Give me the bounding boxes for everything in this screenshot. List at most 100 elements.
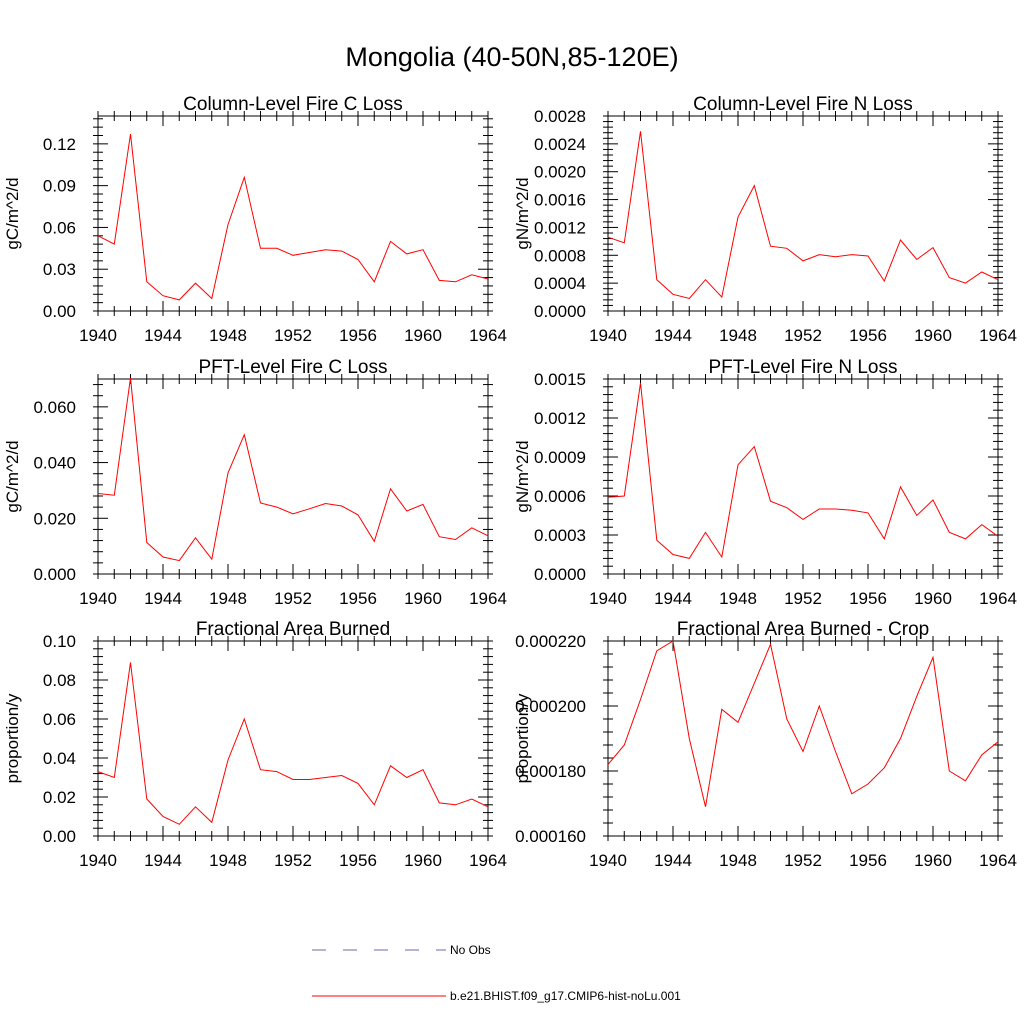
x-tick-label: 1944	[144, 326, 182, 345]
x-tick-label: 1948	[209, 589, 247, 608]
x-tick-label: 1964	[469, 326, 507, 345]
x-tick-label: 1944	[654, 589, 692, 608]
x-tick-label: 1948	[209, 851, 247, 870]
x-tick-label: 1956	[849, 851, 887, 870]
chart-panel: Column-Level Fire C Loss 1940 1944 1948 1952…	[3, 94, 507, 345]
chart-title: PFT-Level Fire N Loss	[709, 357, 898, 378]
y-tick-label: 0.000220	[515, 632, 586, 651]
x-tick-label: 1960	[914, 589, 952, 608]
y-tick-label: 0.00	[43, 302, 76, 321]
x-tick-label: 1960	[914, 851, 952, 870]
x-tick-label: 1944	[654, 326, 692, 345]
x-tick-label: 1956	[339, 326, 377, 345]
y-tick-label: 0.09	[43, 177, 76, 196]
y-axis-label: gC/m^2/d	[3, 440, 22, 512]
y-tick-label: 0.020	[33, 509, 76, 528]
y-tick-label: 0.0000	[534, 565, 586, 584]
x-tick-label: 1952	[274, 326, 312, 345]
x-tick-label: 1956	[339, 851, 377, 870]
y-tick-label: 0.000	[33, 565, 76, 584]
y-tick-label: 0.06	[43, 710, 76, 729]
x-tick-label: 1952	[274, 851, 312, 870]
legend-label: b.e21.BHIST.f09_g17.CMIP6-hist-noLu.001	[450, 989, 681, 1003]
chart-panels: Column-Level Fire C Loss 1940 1944 1948 1952…	[3, 94, 1017, 870]
x-tick-label: 1956	[849, 326, 887, 345]
x-tick-label: 1948	[719, 589, 757, 608]
x-tick-label: 1948	[719, 851, 757, 870]
y-tick-label: 0.0016	[534, 191, 586, 210]
x-tick-label: 1960	[404, 851, 442, 870]
y-tick-label: 0.08	[43, 671, 76, 690]
x-tick-label: 1948	[209, 326, 247, 345]
x-tick-label: 1964	[979, 589, 1017, 608]
y-axis-label: proportion/y	[3, 693, 22, 783]
chart-title: Column-Level Fire N Loss	[693, 94, 913, 115]
series-line	[97, 134, 489, 301]
series-line	[607, 640, 999, 807]
chart-title: Fractional Area Burned - Crop	[677, 619, 929, 640]
chart-title: PFT-Level Fire C Loss	[199, 357, 388, 378]
x-tick-label: 1940	[79, 851, 117, 870]
x-tick-label: 1964	[979, 851, 1017, 870]
chart-panel: Column-Level Fire N Loss 1940 1944 1948 1952…	[513, 94, 1017, 345]
chart-panel: PFT-Level Fire C Loss 1940 1944 1948 1952 195…	[3, 357, 507, 608]
plot-frame	[97, 378, 489, 575]
x-tick-label: 1940	[79, 589, 117, 608]
y-tick-label: 0.060	[33, 398, 76, 417]
y-tick-label: 0.0008	[534, 246, 586, 265]
plot-frame	[607, 378, 999, 575]
y-tick-label: 0.0015	[534, 370, 586, 389]
y-tick-label: 0.0028	[534, 107, 586, 126]
y-tick-label: 0.0024	[534, 135, 586, 154]
x-tick-label: 1940	[79, 326, 117, 345]
x-tick-label: 1960	[404, 326, 442, 345]
x-tick-label: 1944	[144, 589, 182, 608]
y-tick-label: 0.0012	[534, 409, 586, 428]
x-tick-label: 1964	[979, 326, 1017, 345]
plot-frame	[607, 115, 999, 312]
x-tick-label: 1952	[784, 589, 822, 608]
x-tick-label: 1960	[404, 589, 442, 608]
x-tick-label: 1964	[469, 851, 507, 870]
y-tick-label: 0.0004	[534, 274, 586, 293]
legend-label: No Obs	[450, 943, 491, 957]
chart-title: Fractional Area Burned	[196, 619, 390, 640]
x-tick-label: 1956	[339, 589, 377, 608]
x-tick-label: 1948	[719, 326, 757, 345]
page-title: Mongolia (40-50N,85-120E)	[345, 42, 678, 72]
y-tick-label: 0.040	[33, 454, 76, 473]
series-line	[97, 377, 489, 562]
x-tick-label: 1956	[849, 589, 887, 608]
x-tick-label: 1952	[784, 851, 822, 870]
series-line	[607, 382, 999, 559]
plot-frame	[97, 640, 489, 837]
chart-panel: PFT-Level Fire N Loss 1940 1944 1948 1952 195…	[513, 357, 1017, 608]
y-axis-label: gC/m^2/d	[3, 177, 22, 249]
y-tick-label: 0.12	[43, 135, 76, 154]
y-tick-label: 0.0020	[534, 163, 586, 182]
y-tick-label: 0.0012	[534, 218, 586, 237]
x-tick-label: 1960	[914, 326, 952, 345]
y-tick-label: 0.0003	[534, 526, 586, 545]
y-tick-label: 0.10	[43, 632, 76, 651]
x-tick-label: 1952	[784, 326, 822, 345]
y-axis-label: gN/m^2/d	[513, 177, 532, 249]
y-tick-label: 0.02	[43, 788, 76, 807]
y-axis-label: gN/m^2/d	[513, 440, 532, 512]
y-tick-label: 0.04	[43, 749, 76, 768]
x-tick-label: 1940	[589, 851, 627, 870]
plot-frame	[607, 640, 999, 837]
plot-frame	[97, 115, 489, 312]
y-tick-label: 0.0009	[534, 448, 586, 467]
legend: No Obs b.e21.BHIST.f09_g17.CMIP6-hist-noL…	[312, 943, 681, 1003]
y-tick-label: 0.00	[43, 827, 76, 846]
chart-panel: Fractional Area Burned 1940 1944 1948 1952 19…	[3, 619, 507, 870]
y-tick-label: 0.000180	[515, 762, 586, 781]
y-axis-label: proportion/y	[513, 693, 532, 783]
x-tick-label: 1940	[589, 589, 627, 608]
chart-title: Column-Level Fire C Loss	[183, 94, 403, 115]
series-line	[97, 662, 489, 825]
y-tick-label: 0.0006	[534, 487, 586, 506]
series-line	[607, 131, 999, 300]
y-tick-label: 0.0000	[534, 302, 586, 321]
